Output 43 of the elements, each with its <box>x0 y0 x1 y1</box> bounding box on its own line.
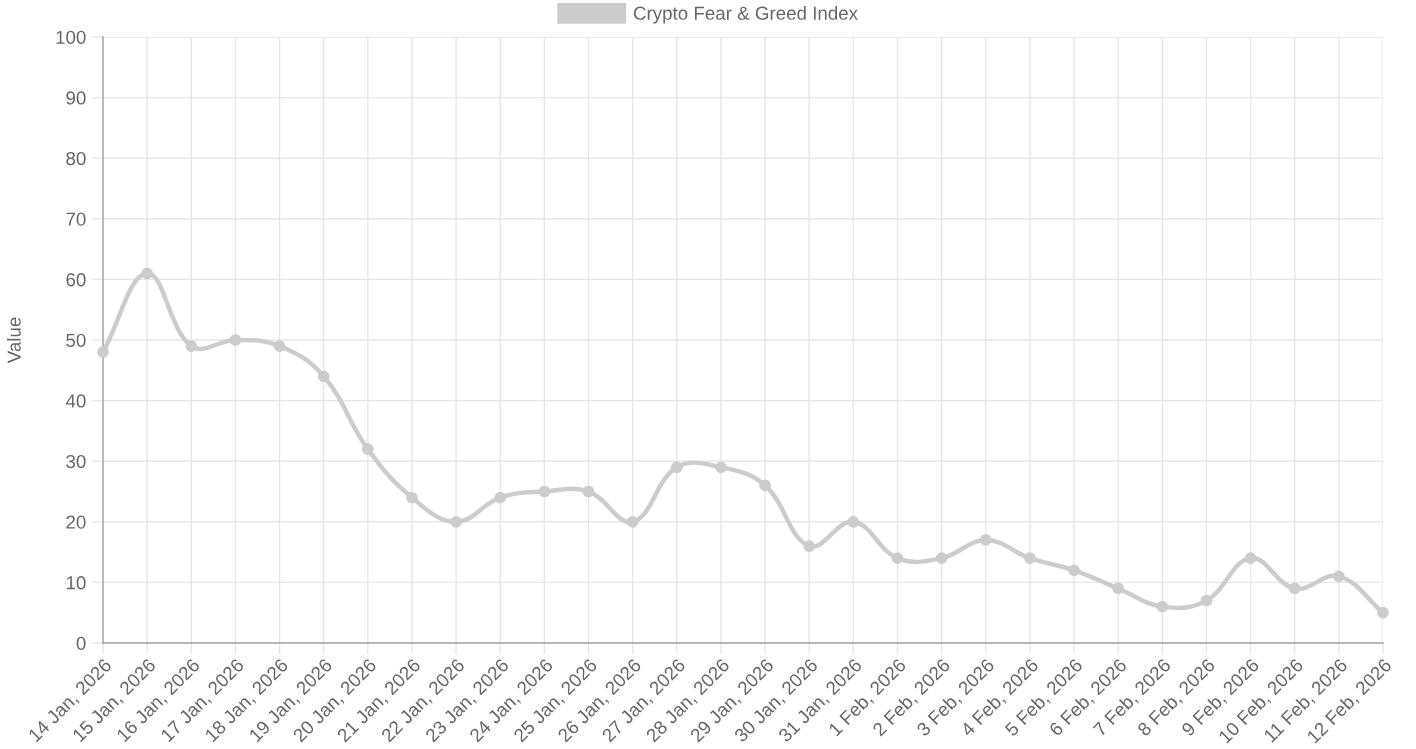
point <box>979 534 992 546</box>
y-tick-label: 10 <box>66 576 86 590</box>
point <box>317 370 330 383</box>
point <box>1377 606 1389 619</box>
point <box>847 515 860 528</box>
point <box>1112 582 1125 595</box>
y-axis-title: Value <box>7 317 21 364</box>
point <box>1288 582 1301 595</box>
y-tick-label: 80 <box>66 151 86 166</box>
y-tick-label: 40 <box>65 394 86 408</box>
y-tick-label: 20 <box>66 515 86 529</box>
point <box>538 485 551 498</box>
point <box>670 461 683 474</box>
point <box>1333 570 1345 583</box>
point <box>273 340 286 352</box>
point <box>582 485 595 498</box>
point <box>406 491 418 504</box>
y-tick-label: 0 <box>76 636 86 650</box>
point <box>803 540 816 552</box>
point <box>494 491 507 504</box>
point <box>1200 594 1213 607</box>
point <box>361 443 374 455</box>
point <box>185 340 198 352</box>
point <box>229 334 242 346</box>
legend-label: Crypto Fear & Greed Index <box>633 6 858 24</box>
y-tick-label: 60 <box>66 273 86 287</box>
point <box>891 552 904 565</box>
point <box>1068 564 1080 577</box>
point <box>626 515 639 528</box>
point <box>1244 552 1257 565</box>
y-tick-label: 100 <box>56 30 86 44</box>
point <box>759 479 771 492</box>
point <box>1024 552 1036 565</box>
y-tick-label: 30 <box>66 454 86 469</box>
y-tick-label: 50 <box>66 333 86 347</box>
point <box>450 515 462 528</box>
y-tick-label: 90 <box>66 91 86 105</box>
point <box>141 267 153 280</box>
point <box>97 346 109 358</box>
point <box>715 461 727 474</box>
point <box>935 552 948 565</box>
y-tick-label: 70 <box>66 212 86 226</box>
point <box>1156 600 1169 613</box>
